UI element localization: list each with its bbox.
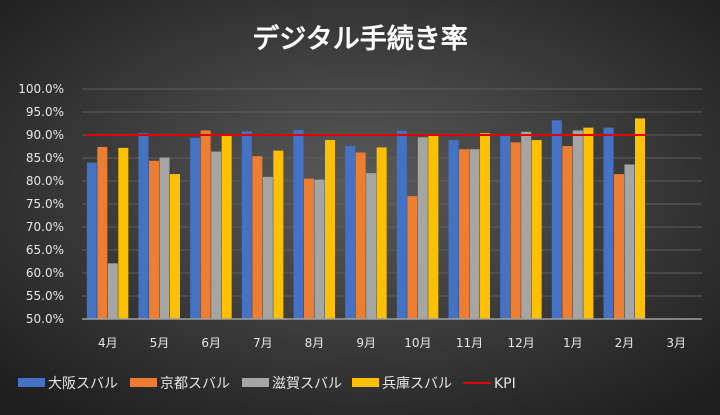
x-axis-ticks: 4月 5月 6月 7月 8月 9月 10月 11月 12月 1月 2月 3月 (98, 336, 686, 350)
y-tick-label: 85.0% (26, 151, 64, 165)
bar (366, 173, 377, 319)
bar (510, 142, 521, 319)
x-tick-label: 4月 (98, 336, 118, 350)
legend-swatch (130, 378, 157, 387)
bar (614, 174, 624, 319)
bar (417, 137, 428, 319)
bar (355, 152, 366, 319)
bar (583, 127, 594, 319)
legend-label: 京都スバル (160, 376, 230, 392)
bar (396, 130, 407, 319)
chart-title: デジタル手続き率 (252, 23, 467, 55)
x-tick-label: 5月 (150, 336, 170, 350)
bar (551, 120, 562, 319)
legend-label: 大阪スバル (48, 376, 118, 392)
x-tick-label: 7月 (253, 336, 273, 350)
bar (459, 149, 469, 319)
bar (603, 127, 614, 319)
bar (448, 140, 459, 319)
bar (293, 129, 304, 319)
y-tick-label: 70.0% (26, 220, 64, 234)
legend: 大阪スバル 京都スバル 滋賀スバル 兵庫スバル KPI (18, 375, 516, 392)
legend-swatch (18, 378, 45, 387)
bar (211, 151, 222, 319)
y-tick-label: 60.0% (26, 266, 64, 280)
bar (138, 133, 149, 319)
bar (149, 160, 159, 319)
bar (118, 147, 129, 319)
bar (345, 146, 356, 319)
y-tick-label: 90.0% (26, 128, 64, 142)
bar (376, 147, 387, 319)
y-tick-label: 95.0% (26, 105, 64, 119)
y-tick-label: 55.0% (26, 289, 64, 303)
bar (314, 179, 325, 319)
x-tick-label: 9月 (356, 336, 376, 350)
bar (325, 140, 335, 319)
x-tick-label: 1月 (563, 336, 583, 350)
x-tick-label: 2月 (615, 336, 635, 350)
bar (407, 196, 418, 319)
y-tick-label: 80.0% (26, 174, 64, 188)
bar (86, 162, 97, 319)
bar (273, 150, 284, 319)
bars (86, 118, 645, 319)
x-tick-label: 3月 (666, 336, 686, 350)
bar (562, 146, 573, 319)
bar (200, 130, 211, 319)
x-tick-label: 11月 (456, 336, 483, 350)
bar (635, 118, 645, 319)
legend-swatch (242, 378, 269, 387)
bar (262, 176, 273, 319)
bar (221, 135, 232, 319)
y-tick-label: 75.0% (26, 197, 64, 211)
bar (304, 178, 314, 319)
y-tick-label: 100.0% (18, 82, 64, 96)
x-tick-label: 10月 (404, 336, 431, 350)
y-axis-ticks: 50.0% 55.0% 60.0% 65.0% 70.0% 75.0% 80.0% 85.0%… (18, 82, 64, 326)
x-tick-label: 12月 (508, 336, 535, 350)
x-tick-label: 8月 (305, 336, 325, 350)
legend-label: KPI (494, 376, 516, 392)
legend-swatch (352, 378, 379, 387)
x-tick-label: 6月 (201, 336, 221, 350)
bar (469, 149, 480, 319)
bar (107, 263, 118, 319)
bar (572, 130, 583, 319)
bar (531, 140, 542, 319)
legend-label: 滋賀スバル (272, 376, 342, 392)
bar (241, 131, 252, 319)
bar (480, 133, 490, 319)
bar (190, 137, 201, 319)
bar (252, 156, 263, 319)
y-tick-label: 65.0% (26, 243, 64, 257)
legend-label: 兵庫スバル (382, 375, 452, 392)
bar (521, 131, 532, 319)
bar (159, 157, 170, 319)
bar (500, 135, 511, 319)
bar (428, 135, 439, 319)
bar (624, 164, 635, 319)
y-tick-label: 50.0% (26, 312, 64, 326)
bar (170, 174, 180, 319)
bar (97, 146, 108, 319)
